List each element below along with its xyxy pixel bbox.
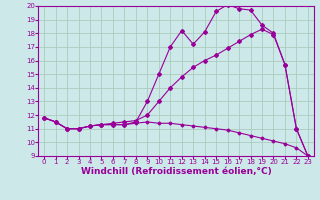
X-axis label: Windchill (Refroidissement éolien,°C): Windchill (Refroidissement éolien,°C) [81, 167, 271, 176]
